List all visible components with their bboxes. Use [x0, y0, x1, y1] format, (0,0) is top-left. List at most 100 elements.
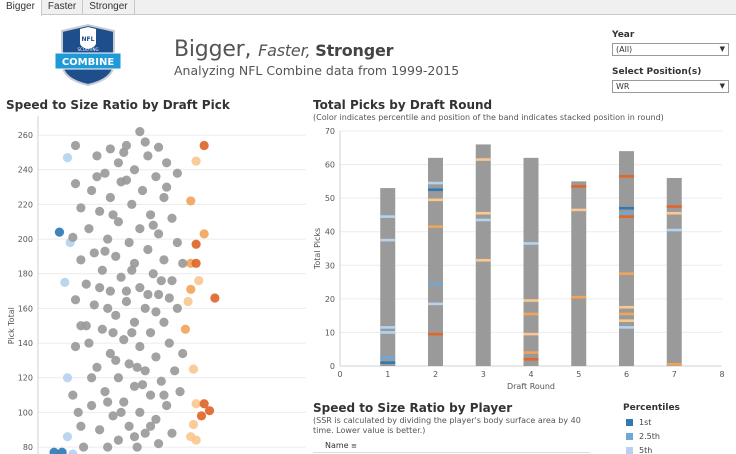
scatter-point — [105, 144, 115, 154]
scatter-point — [194, 276, 204, 286]
title-faster: Faster, — [258, 41, 316, 60]
scatter-point — [145, 390, 156, 400]
scatter-point — [178, 348, 188, 359]
tab-faster[interactable]: Faster — [42, 0, 84, 15]
y-tick-label: 50 — [325, 194, 335, 203]
percentile-band — [619, 305, 634, 309]
scatter-point — [84, 338, 94, 348]
scatter-point — [87, 373, 97, 383]
y-axis-label: Pick Total — [7, 307, 16, 344]
percentile-band — [523, 299, 539, 302]
scatter-point — [121, 140, 132, 151]
x-tick-label: 5 — [576, 370, 581, 379]
logo-nfl-text: NFL — [82, 36, 95, 43]
scatter-point — [151, 172, 161, 182]
scatter-point — [108, 210, 118, 220]
bar-round-2 — [428, 157, 443, 366]
logo-scouting-text: SCOUTING — [77, 47, 98, 52]
scatter-point — [119, 397, 129, 407]
year-select[interactable]: (All) ▼ — [612, 43, 729, 56]
scatter-point — [186, 284, 196, 294]
percentile-band — [428, 188, 443, 192]
scatter-point — [62, 432, 73, 442]
scatter-point — [92, 172, 102, 182]
scatter-point — [103, 397, 113, 407]
percentile-band — [666, 205, 682, 208]
scatter-point — [145, 328, 156, 338]
scatter-point — [108, 328, 118, 338]
position-select[interactable]: WR ▼ — [612, 80, 729, 93]
name-column-header[interactable]: Name ≡ — [325, 441, 357, 450]
scatter-point — [127, 265, 137, 275]
scatter-point — [156, 276, 166, 286]
scatter-point — [108, 411, 118, 421]
percentile-band — [428, 332, 443, 336]
year-select-value: (All) — [616, 45, 633, 54]
scatter-point — [172, 237, 182, 248]
percentile-band — [619, 175, 634, 178]
legend-item-2-5th[interactable]: 2.5th — [625, 430, 660, 442]
scatter-point — [196, 411, 207, 421]
scatter-point — [95, 425, 105, 435]
scatter-point — [186, 196, 196, 206]
tab-stronger[interactable]: Stronger — [83, 0, 135, 15]
percentile-band — [428, 198, 443, 202]
player-chart-subtitle-1: (SSR is calculated by dividing the playe… — [313, 416, 581, 425]
scatter-point — [62, 373, 73, 383]
percentile-band — [523, 312, 539, 316]
legend-item-5th[interactable]: 5th — [625, 444, 652, 454]
scatter-point — [140, 366, 150, 376]
percentile-band — [428, 181, 443, 185]
tab-bar: Bigger Faster Stronger — [0, 0, 736, 16]
scatter-chart-title: Speed to Size Ratio by Draft Pick — [6, 98, 230, 112]
x-tick-label: 6 — [624, 370, 629, 379]
scatter-point — [129, 317, 140, 327]
y-tick-label: 140 — [18, 339, 33, 348]
scatter-point — [132, 362, 142, 372]
scatter-point — [204, 406, 215, 416]
scatter-point — [81, 321, 91, 331]
percentile-band — [666, 363, 682, 366]
y-tick-label: 180 — [18, 270, 33, 279]
tab-bigger[interactable]: Bigger — [0, 0, 42, 16]
y-tick-label: 160 — [18, 304, 33, 313]
scatter-point — [140, 428, 150, 438]
percentile-band — [380, 326, 396, 329]
percentile-band — [619, 206, 634, 210]
y-tick-label: 80 — [23, 443, 33, 452]
scatter-point — [62, 153, 73, 163]
logo-combine-text: COMBINE — [62, 57, 115, 68]
nfl-combine-logo: NFL SCOUTING COMBINE — [54, 23, 122, 87]
scatter-point — [159, 255, 169, 265]
percentile-band — [571, 208, 587, 212]
y-tick-label: 260 — [18, 131, 33, 140]
percentile-band — [523, 357, 539, 361]
percentile-band — [380, 356, 396, 359]
percentile-band — [523, 332, 539, 336]
x-axis-label: Draft Round — [507, 382, 555, 391]
scatter-point — [140, 137, 150, 147]
scatter-point — [154, 229, 164, 239]
name-header-label: Name — [325, 441, 349, 450]
scatter-point — [116, 407, 126, 417]
scatter-point — [76, 255, 86, 265]
bar-chart-subtitle: (Color indicates percentile and position… — [313, 113, 664, 122]
y-tick-label: 10 — [325, 328, 335, 337]
scatter-point — [167, 276, 177, 286]
scatter-point — [89, 248, 99, 258]
y-axis-label: Total Picks — [313, 228, 322, 270]
y-tick-label: 220 — [18, 200, 33, 209]
percentile-band — [571, 295, 587, 299]
table-divider — [313, 452, 590, 453]
legend-item-1st[interactable]: 1st — [625, 416, 651, 428]
scatter-point — [97, 324, 107, 334]
percentile-band — [380, 361, 396, 364]
scatter-chart: 80 100 120 140 160 180 200 220 240 260 Pick Total — [7, 116, 306, 454]
percentile-band — [380, 238, 396, 242]
percentile-band — [475, 258, 491, 262]
percentile-band — [428, 302, 443, 306]
sort-icon[interactable]: ≡ — [351, 442, 358, 450]
percentile-band — [619, 272, 634, 275]
scatter-point — [175, 387, 185, 397]
legend-label: 1st — [639, 417, 652, 427]
